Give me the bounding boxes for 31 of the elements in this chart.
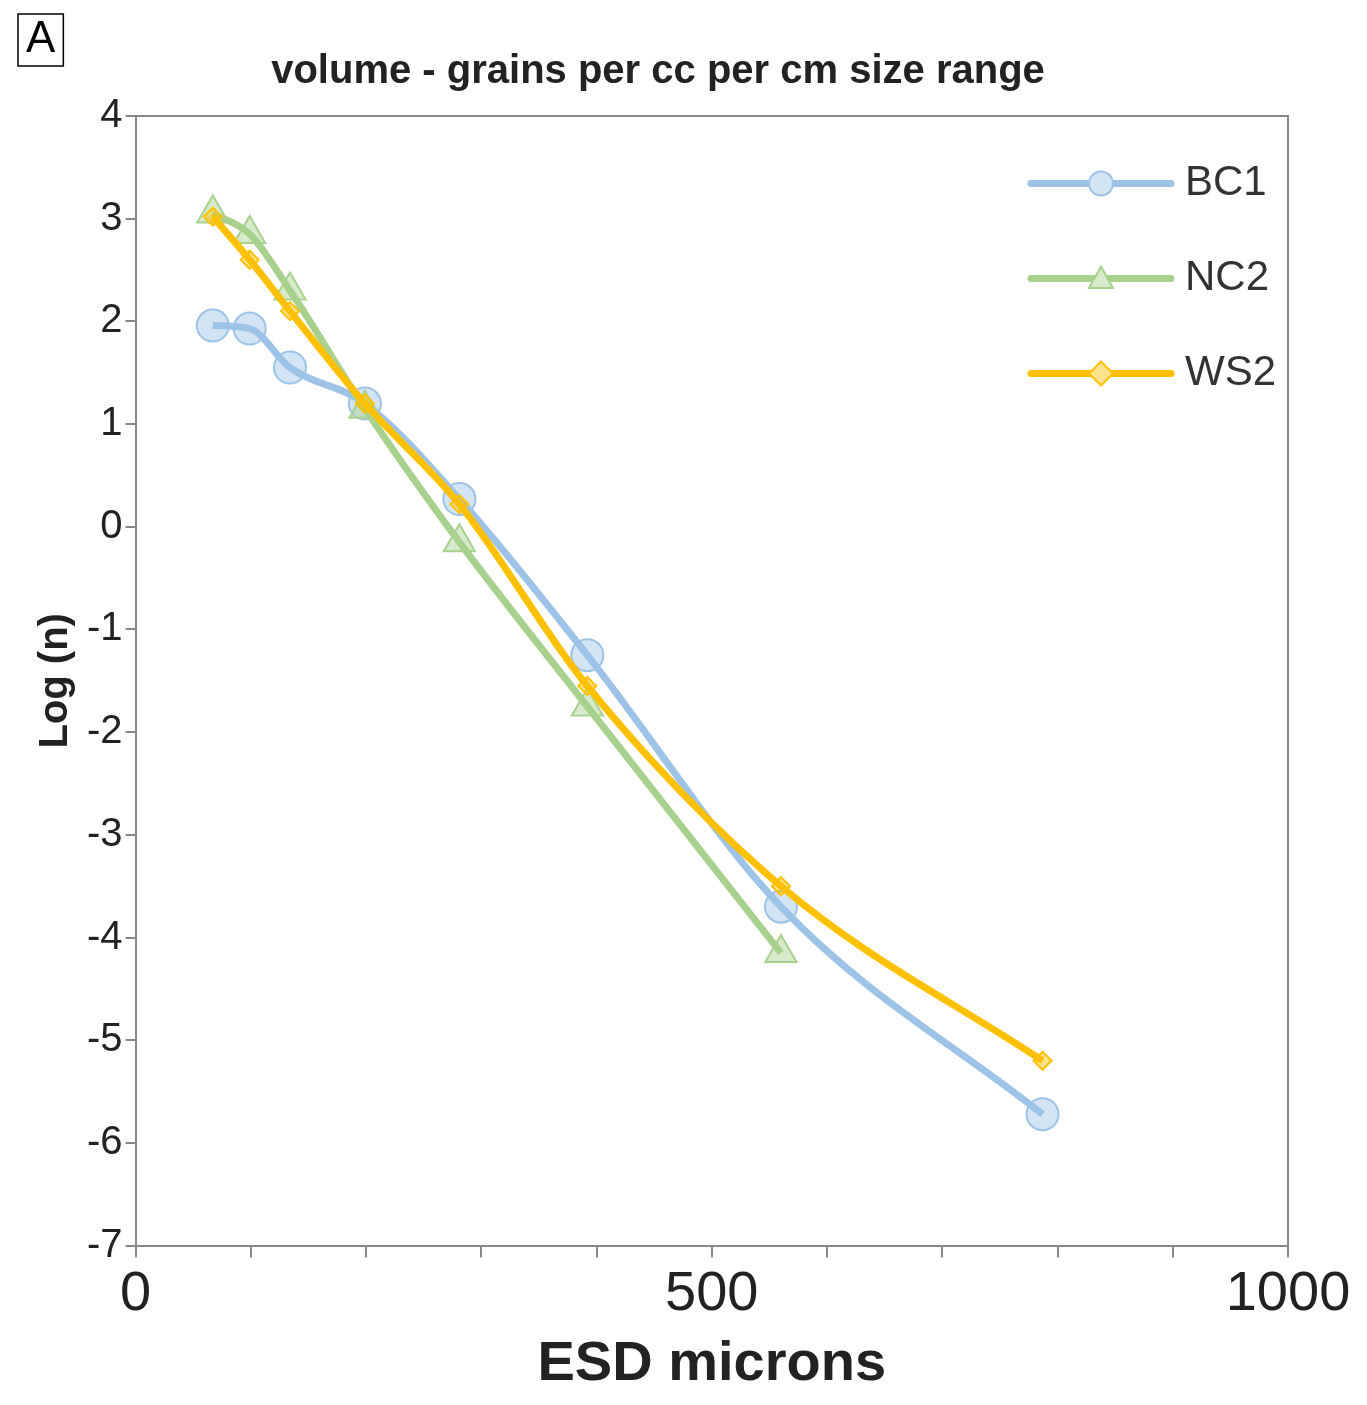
- point: [770, 876, 791, 897]
- chart-title: volume - grains per cc per cm size range: [271, 47, 1045, 92]
- y-tick-label: -1: [86, 604, 123, 649]
- legend-label: NC2: [1184, 252, 1270, 300]
- point: [570, 638, 605, 673]
- y-tick-label: 0: [100, 501, 123, 546]
- y-tick-label: 4: [100, 91, 123, 136]
- text: A: [26, 12, 56, 62]
- legend-label: WS2: [1184, 347, 1276, 395]
- y-tick-label: -7: [86, 1220, 123, 1265]
- x-axis-title: ESD microns: [537, 1328, 887, 1392]
- y-tick-label: -5: [86, 1015, 123, 1060]
- y-tick-label: 2: [100, 296, 123, 341]
- y-tick-label: -2: [86, 707, 123, 752]
- x-tick-label: 500: [665, 1258, 759, 1322]
- y-tick-label: 3: [100, 193, 123, 238]
- legend-label: BC1: [1184, 157, 1267, 205]
- point: [577, 675, 598, 696]
- point: [239, 249, 260, 270]
- y-tick-label: -3: [86, 809, 123, 854]
- point: [232, 311, 267, 346]
- point: [1025, 1097, 1060, 1132]
- y-tick-label: -6: [86, 1117, 123, 1162]
- y-tick-label: -4: [86, 912, 123, 957]
- y-tick-label: 1: [100, 399, 123, 444]
- point: [272, 350, 307, 385]
- point: [1032, 1050, 1053, 1071]
- point: [195, 308, 230, 343]
- point: [279, 301, 300, 322]
- x-tick-label: 1000: [1225, 1258, 1351, 1322]
- y-axis-title: Log (n): [31, 613, 76, 749]
